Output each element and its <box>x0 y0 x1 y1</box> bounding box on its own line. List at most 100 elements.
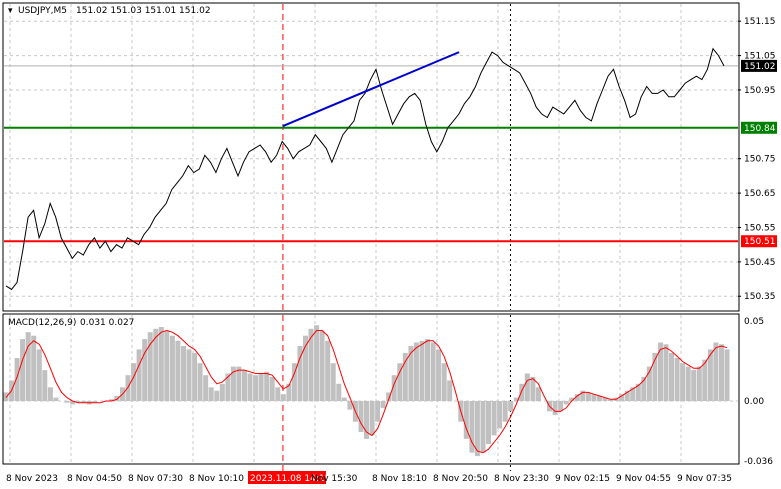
level-badge <box>741 121 777 134</box>
macd-bar <box>47 387 53 402</box>
macd-bar <box>20 339 26 402</box>
macd-bar <box>314 325 320 401</box>
y-tick-label: 151.15 <box>744 17 776 27</box>
header-arrow-icon[interactable]: ▾ <box>8 6 13 16</box>
macd-bar <box>219 383 225 401</box>
macd-signal-series <box>5 329 728 454</box>
macd-bar <box>131 363 137 402</box>
macd-bar <box>253 375 259 401</box>
macd-bar <box>602 397 608 401</box>
trend-line[interactable] <box>282 51 460 127</box>
macd-bar <box>364 401 369 439</box>
macd-values: 0.031 0.027 <box>80 318 134 328</box>
macd-bar <box>75 401 81 403</box>
macd-bar <box>635 383 641 401</box>
macd-y-tick-label: -0.036 <box>744 457 773 467</box>
macd-bar <box>535 387 541 402</box>
y-tick-label: 150.65 <box>744 189 776 199</box>
macd-bar <box>713 342 719 401</box>
macd-bar <box>286 383 292 401</box>
macd-bar <box>480 401 486 453</box>
y-tick-label: 150.35 <box>744 292 776 302</box>
macd-bar <box>258 373 264 401</box>
macd-bar <box>108 399 114 401</box>
y-tick-label: 151.05 <box>744 52 776 62</box>
macd-bar <box>658 342 663 401</box>
macd-bar <box>425 339 430 402</box>
macd-bar <box>486 401 491 444</box>
x-tick-label: 8 Nov 04:50 <box>67 474 122 484</box>
macd-bar <box>524 373 530 401</box>
trend-line-segment[interactable] <box>282 51 460 127</box>
y-tick-label: 150.75 <box>744 155 776 165</box>
macd-bar <box>508 401 514 412</box>
x-tick-label: 8 Nov 20:50 <box>433 474 488 484</box>
x-tick-label: 2023.11.08 14:15 <box>250 474 330 484</box>
x-tick-label: 8 Nov 07:30 <box>128 474 183 484</box>
macd-bar <box>242 370 247 402</box>
macd-bar <box>408 346 414 402</box>
macd-label: MACD(12,26,9) <box>8 318 76 328</box>
macd-bar <box>674 358 680 401</box>
x-tick-label: Nov 15:30 <box>311 474 358 484</box>
macd-bar <box>608 399 613 401</box>
x-axis-labels: 8 Nov 2023 8 Nov 04:50 8 Nov 07:30 8 Nov 10… <box>6 471 732 484</box>
vertical-markers <box>282 4 511 471</box>
macd-bar <box>42 370 48 402</box>
level-badge <box>741 235 777 248</box>
x-tick-label: 8 Nov 10:10 <box>189 474 244 484</box>
macd-y-tick-label: 0.00 <box>744 397 764 407</box>
macd-bar <box>175 340 181 401</box>
x-tick-label: 9 Nov 07:35 <box>677 474 732 484</box>
price-panel-frame <box>2 2 740 312</box>
macd-bar <box>569 397 575 401</box>
macd-bar <box>325 340 331 401</box>
level-badge-label: 150.84 <box>744 124 776 134</box>
macd-bar <box>236 366 242 401</box>
macd-bar <box>53 397 59 401</box>
macd-bar <box>264 371 270 402</box>
macd-bar <box>181 346 186 402</box>
macd-bar <box>297 346 303 402</box>
macd-bar <box>25 332 31 401</box>
macd-bar <box>502 401 508 422</box>
macd-bar <box>574 394 580 402</box>
macd-bar <box>230 366 236 401</box>
macd-bar <box>114 395 120 402</box>
macd-bar <box>624 390 630 401</box>
macd-bar <box>707 349 713 401</box>
macd-bar <box>391 375 397 401</box>
macd-bar <box>702 359 708 401</box>
header-symbol: USDJPY,M5 <box>18 6 67 16</box>
macd-bar <box>652 352 658 402</box>
macd-bar <box>31 335 37 402</box>
y-axis-labels: 151.15 151.05 150.95 150.75 150.65 150.55 150.… <box>738 17 776 467</box>
macd-bar <box>64 401 70 403</box>
macd-bar <box>563 401 569 405</box>
macd-bar <box>197 363 203 402</box>
macd-bar <box>3 392 9 401</box>
x-tick-label: 9 Nov 04:55 <box>616 474 671 484</box>
macd-bar <box>369 401 375 436</box>
macd-bar <box>247 373 253 401</box>
header-ohlc: 151.02 151.03 151.01 151.02 <box>76 6 211 16</box>
macd-bar <box>474 401 480 457</box>
macd-bar <box>441 363 447 402</box>
macd-bar <box>192 352 198 402</box>
macd-bar <box>347 401 353 410</box>
macd-bar <box>375 401 381 422</box>
macd-bar <box>719 344 724 402</box>
macd-bar <box>275 387 281 402</box>
macd-bar <box>397 363 403 402</box>
macd-bar <box>153 328 159 402</box>
x-tick-label: 8 Nov 2023 <box>6 474 58 484</box>
macd-bar <box>341 397 347 401</box>
macd-bar <box>596 395 602 402</box>
macd-bar <box>558 401 564 412</box>
macd-bar <box>92 401 98 403</box>
macd-histogram <box>3 325 730 457</box>
macd-bar <box>291 363 297 402</box>
macd-panel-frame <box>2 313 740 465</box>
price-line <box>5 47 725 291</box>
